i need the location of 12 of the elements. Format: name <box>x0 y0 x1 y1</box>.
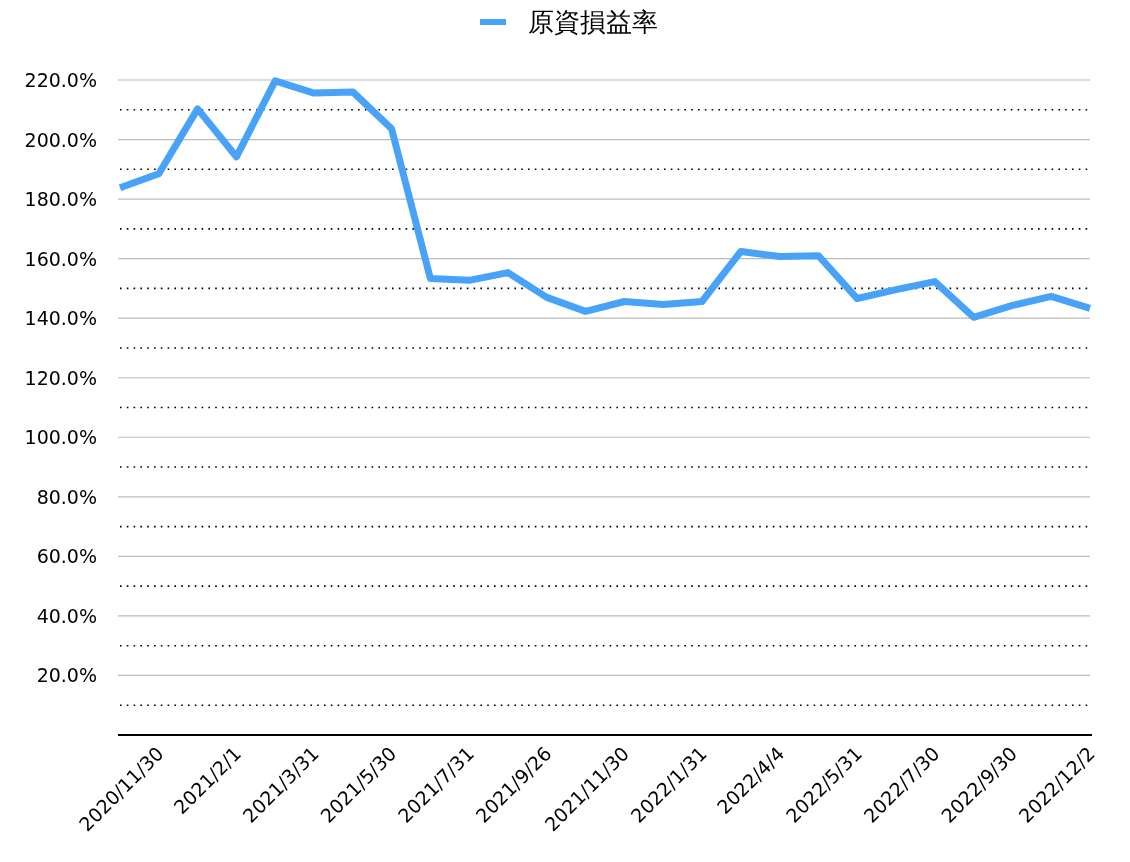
y-tick-label: 80.0% <box>36 485 97 508</box>
y-tick-label: 60.0% <box>36 545 97 568</box>
y-tick-label: 20.0% <box>36 664 97 687</box>
y-tick-label: 180.0% <box>24 188 97 211</box>
legend-label: 原資損益率 <box>528 7 658 37</box>
y-tick-label: 40.0% <box>36 604 97 627</box>
y-tick-label: 220.0% <box>24 69 97 91</box>
y-tick-label: 140.0% <box>24 307 97 330</box>
y-tick-label: 200.0% <box>24 128 97 151</box>
y-tick-label: 160.0% <box>24 247 97 270</box>
y-tick-label: 100.0% <box>24 426 97 449</box>
y-tick-label: 120.0% <box>24 366 97 389</box>
